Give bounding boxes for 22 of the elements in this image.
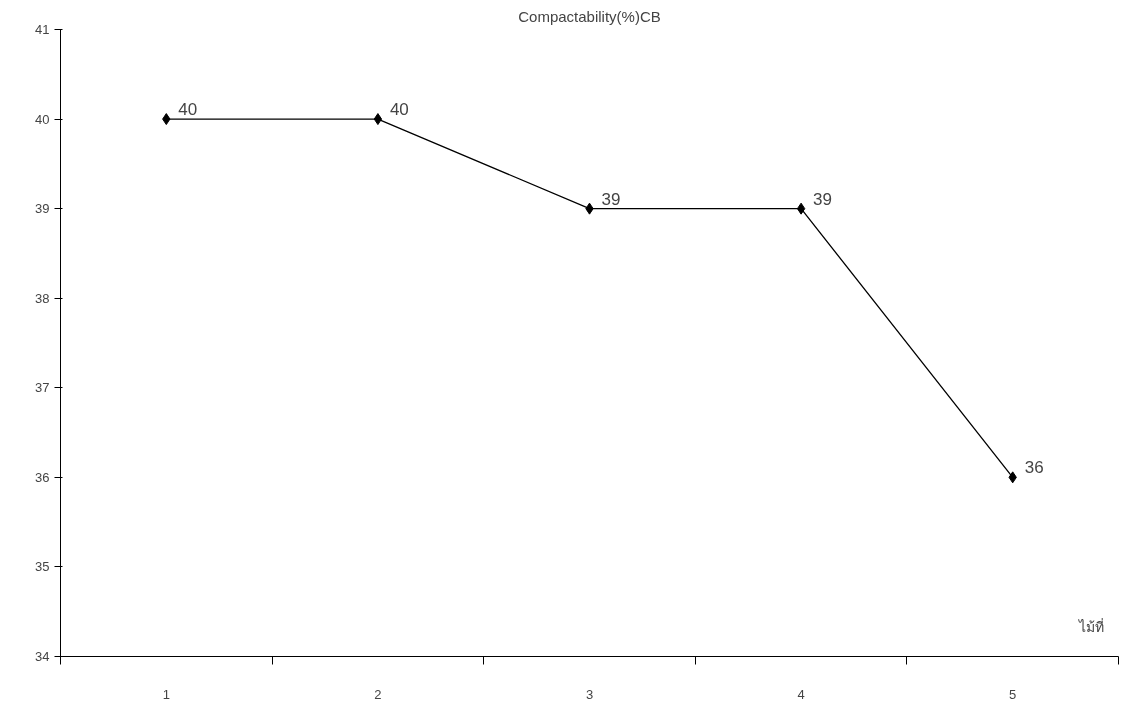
y-tick-label: 35 — [35, 559, 50, 575]
x-axis-title: ไม้ที่ — [1077, 617, 1104, 635]
point — [373, 113, 383, 126]
y-tick-label: 37 — [35, 380, 50, 396]
point — [796, 202, 806, 215]
x-tick-label: 1 — [162, 686, 170, 702]
y-tick-label: 41 — [35, 22, 50, 37]
x-tick-label: 3 — [585, 686, 594, 702]
x-tick-label: 5 — [1009, 686, 1017, 702]
x-tick-label: 2 — [374, 686, 382, 702]
y-tick-label: 34 — [35, 649, 50, 664]
y-tick-label: 40 — [35, 111, 50, 127]
chart-title: Compactability(%)CB — [518, 7, 661, 25]
data-label: 39 — [601, 189, 621, 209]
data-label: 40 — [178, 100, 198, 120]
y-tick-label: 36 — [35, 469, 50, 485]
data-label: 40 — [389, 100, 409, 120]
x-tick-label: 4 — [797, 686, 805, 702]
y-tick-label: 39 — [35, 201, 50, 217]
y-tick-label: 38 — [35, 290, 50, 306]
data-label: 36 — [1024, 458, 1044, 478]
data-label: 39 — [813, 189, 833, 209]
